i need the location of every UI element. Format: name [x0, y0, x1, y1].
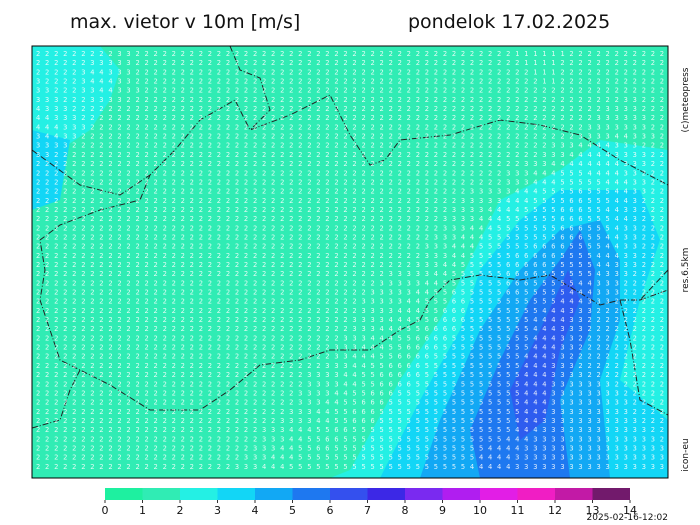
model-label: icon-eu: [681, 438, 691, 471]
colorbar-segment: [292, 488, 330, 500]
colorbar-tick-label: 0: [102, 504, 109, 517]
colorbar-tick-label: 12: [548, 504, 562, 517]
border-line: [32, 46, 668, 429]
colorbar-tick-label: 9: [439, 504, 446, 517]
field-area: [32, 46, 120, 160]
colorbar-segment: [592, 488, 630, 500]
colorbar-segment: [555, 488, 593, 500]
colorbar-tick-label: 3: [214, 504, 221, 517]
colorbar-tick-label: 11: [511, 504, 525, 517]
timestamp: 2025-02-16-12:02: [587, 513, 669, 523]
resolution-label: res.6.5km: [681, 248, 691, 293]
colorbar-tick-label: 14: [623, 504, 637, 517]
colorbar-tick-label: 6: [327, 504, 334, 517]
field-area: [32, 130, 70, 210]
colorbar-segment: [480, 488, 518, 500]
field-area: [510, 270, 580, 440]
colorbar: 0 1 2 3 4 5 6 7 8 9 10 11 12 13 14: [102, 488, 637, 517]
colorbar-segment: [517, 488, 555, 500]
map-frame: [31, 45, 669, 479]
colorbar-segment: [255, 488, 293, 500]
colorbar-tick-label: 2: [177, 504, 184, 517]
colorbar-segment: [405, 488, 443, 500]
colorbar-tick-label: 4: [252, 504, 259, 517]
colorbar-tick-label: 13: [586, 504, 600, 517]
map-area: 2222222223322222222222222222222222222222…: [32, 46, 668, 478]
colorbar-segment: [217, 488, 255, 500]
colorbar-tick-label: 1: [139, 504, 146, 517]
colorbar-tick-label: 5: [289, 504, 296, 517]
map-title: max. vietor v 10m [m/s]: [70, 11, 300, 33]
colorbar-segment: [442, 488, 480, 500]
colorbar-segment: [367, 488, 405, 500]
colorbar-segment: [142, 488, 180, 500]
copyright-label: (c)meteopress: [681, 67, 691, 132]
map-date: pondelok 17.02.2025: [408, 11, 610, 33]
colorbar-segment: [330, 488, 368, 500]
colorbar-tick-label: 7: [364, 504, 371, 517]
colorbar-tick-label: 10: [473, 504, 487, 517]
colorbar-segment: [180, 488, 218, 500]
colorbar-tick-label: 8: [402, 504, 409, 517]
colorbar-segment: [105, 488, 143, 500]
